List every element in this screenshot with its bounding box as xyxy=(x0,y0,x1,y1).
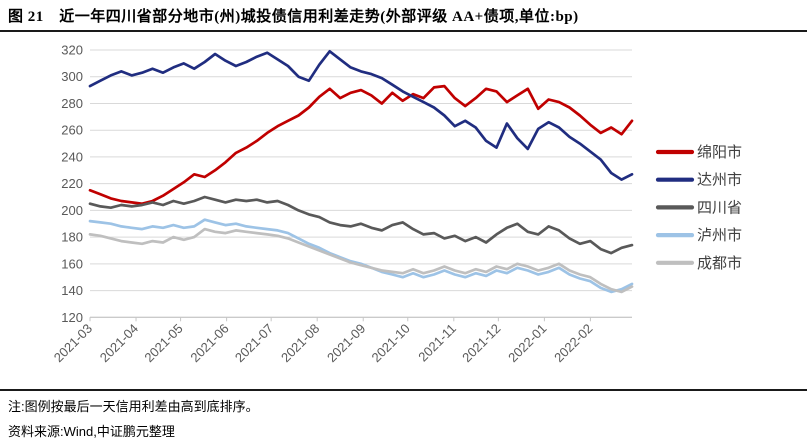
y-tick-label: 240 xyxy=(61,149,83,164)
x-tick-label: 2021-03 xyxy=(51,321,95,365)
title-divider-line xyxy=(0,30,807,32)
x-tick-label: 2021-09 xyxy=(324,321,368,365)
legend-label-3: 泸州市 xyxy=(697,227,742,244)
y-tick-label: 260 xyxy=(61,123,83,138)
y-tick-label: 280 xyxy=(61,96,83,111)
legend-item-0: 绵阳市 xyxy=(655,144,742,161)
y-tick-label: 320 xyxy=(61,43,83,58)
x-axis-tick-labels: 2021-03 2021-04 2021-05 2021-06 2021-07 2021-… xyxy=(51,321,596,365)
y-axis-tick-labels: 320 300 280 260 240 220 200 180 160 140 120 xyxy=(61,43,83,325)
figure-note: 注:图例按最后一天信用利差由高到底排序。 xyxy=(8,399,259,414)
y-tick-label: 200 xyxy=(61,203,83,218)
x-tick-label: 2021-04 xyxy=(97,321,141,365)
x-tick-label: 2021-08 xyxy=(278,321,322,365)
y-tick-label: 140 xyxy=(61,283,83,298)
x-tick-label: 2021-10 xyxy=(369,321,413,365)
y-tick-label: 120 xyxy=(61,310,83,325)
x-axis-ticks xyxy=(89,317,591,322)
chart-svg: 320 300 280 260 240 220 200 180 160 140 1202021-03… xyxy=(51,43,742,366)
series-line-3 xyxy=(88,218,634,294)
legend-label-0: 绵阳市 xyxy=(697,144,742,161)
notes-divider-line xyxy=(0,389,807,391)
x-tick-label: 2021-12 xyxy=(459,321,503,365)
series-line-1 xyxy=(88,49,634,181)
figure-source: 资料来源:Wind,中证鹏元整理 xyxy=(8,424,175,439)
chart-area: 320 300 280 260 240 220 200 180 160 140 120 2021-03… xyxy=(0,36,807,388)
x-tick-label: 2021-05 xyxy=(141,321,185,365)
legend-item-1: 达州市 xyxy=(655,172,742,189)
y-tick-label: 300 xyxy=(61,69,83,84)
legend-item-3: 泸州市 xyxy=(655,227,742,244)
figure-title: 图 21 近一年四川省部分地市(州)城投债信用利差走势(外部评级 AA+债项,单… xyxy=(8,9,579,25)
y-tick-label: 160 xyxy=(61,256,83,271)
legend-label-2: 四川省 xyxy=(697,199,742,216)
series-line-2 xyxy=(88,195,634,255)
legend-item-2: 四川省 xyxy=(655,199,742,216)
x-tick-label: 2021-06 xyxy=(187,321,231,365)
legend-label-1: 达州市 xyxy=(697,172,742,189)
y-tick-label: 220 xyxy=(61,176,83,191)
legend-label-4: 成都市 xyxy=(697,255,742,272)
series-line-0 xyxy=(88,84,634,206)
y-tick-label: 180 xyxy=(61,230,83,245)
x-tick-label: 2021-11 xyxy=(415,321,459,365)
x-tick-label: 2022-01 xyxy=(505,321,549,365)
x-tick-label: 2021-07 xyxy=(232,321,276,365)
x-tick-label: 2022-02 xyxy=(551,321,595,365)
legend-item-4: 成都市 xyxy=(655,255,742,272)
series-line-4 xyxy=(88,227,634,294)
